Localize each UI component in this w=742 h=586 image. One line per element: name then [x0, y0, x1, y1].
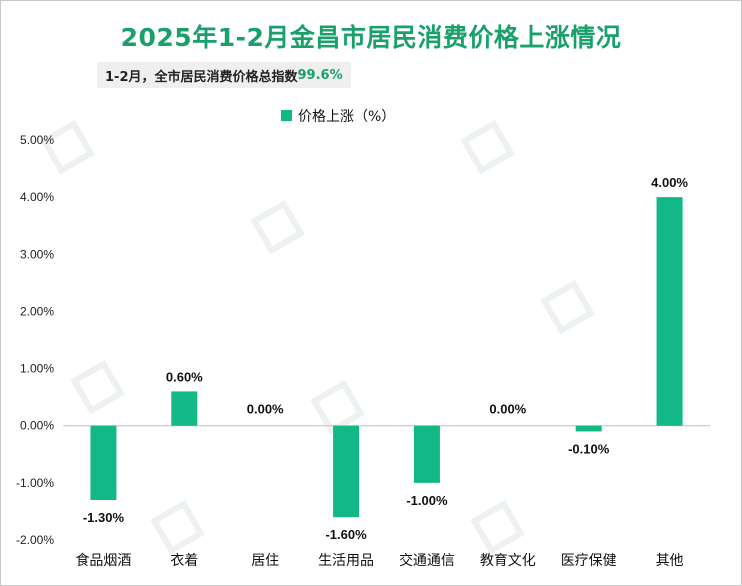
x-category-label: 教育文化 — [480, 553, 536, 569]
watermark — [540, 279, 595, 335]
subtitle-label: 1-2月，全市居民消费价格总指数 — [105, 69, 298, 85]
y-tick-label: -2.00% — [16, 533, 54, 547]
y-tick-label: 2.00% — [20, 304, 54, 318]
watermark — [250, 199, 305, 255]
x-category-label: 居住 — [251, 553, 279, 569]
watermark — [70, 359, 125, 415]
x-category-label: 其他 — [656, 553, 684, 569]
y-tick-label: 0.00% — [20, 419, 54, 433]
watermark — [150, 499, 205, 555]
bar — [171, 391, 198, 426]
data-label: -1.30% — [83, 510, 125, 525]
x-category-label: 医疗保健 — [561, 553, 617, 569]
watermark-logo-icon — [70, 359, 125, 415]
legend: 价格上涨（%） — [281, 109, 395, 125]
data-label: 4.00% — [651, 175, 688, 190]
y-tick-label: 4.00% — [20, 190, 54, 204]
legend-label: 价格上涨（%） — [298, 109, 395, 125]
watermark-logo-icon — [310, 379, 365, 435]
watermark — [470, 499, 525, 555]
data-label: -1.60% — [325, 527, 367, 542]
watermark-logo-icon — [470, 499, 525, 555]
bar — [90, 425, 117, 500]
watermark-logo-icon — [40, 119, 95, 175]
x-category-label: 交通通信 — [399, 552, 455, 569]
watermark-logo-icon — [250, 199, 305, 255]
bar — [656, 197, 683, 426]
y-tick-label: 5.00% — [20, 133, 54, 147]
data-labels: -1.30% 0.60% 0.00% -1.60% -1.00% 0.00% -0.10% 4… — [83, 175, 689, 542]
data-label: 0.00% — [247, 402, 284, 417]
data-label: -1.00% — [406, 493, 448, 508]
watermark — [310, 379, 365, 435]
subtitle-box: 1-2月，全市居民消费价格总指数 99.6% — [97, 62, 351, 88]
y-tick-label: -1.00% — [16, 476, 54, 490]
y-tick-label: 1.00% — [20, 362, 54, 376]
legend-swatch — [281, 110, 292, 121]
bars — [90, 197, 683, 518]
x-axis: 食品烟酒 衣着 居住 生活用品 交通通信 教育文化 医疗保健 其他 — [75, 552, 683, 569]
subtitle-value: 99.6% — [297, 67, 343, 83]
watermark — [40, 119, 95, 175]
bar — [333, 425, 360, 518]
data-label: -0.10% — [568, 441, 610, 456]
x-category-label: 生活用品 — [318, 553, 374, 569]
watermark — [460, 119, 515, 175]
watermark-logo-icon — [540, 279, 595, 335]
y-tick-label: 3.00% — [20, 247, 54, 261]
watermark-layer — [40, 119, 595, 555]
chart-title: 2025年1-2月金昌市居民消费价格上涨情况 — [120, 23, 622, 52]
data-label: 0.00% — [489, 402, 526, 417]
x-category-label: 食品烟酒 — [75, 552, 131, 569]
watermark-logo-icon — [460, 119, 515, 175]
bar — [575, 425, 602, 432]
x-category-label: 衣着 — [170, 553, 198, 569]
data-label: 0.60% — [166, 369, 203, 384]
watermark-logo-icon — [150, 499, 205, 555]
bar — [413, 425, 440, 483]
y-axis: 5.00% 4.00% 3.00% 2.00% 1.00% 0.00% -1.00% -2.0… — [16, 133, 54, 547]
